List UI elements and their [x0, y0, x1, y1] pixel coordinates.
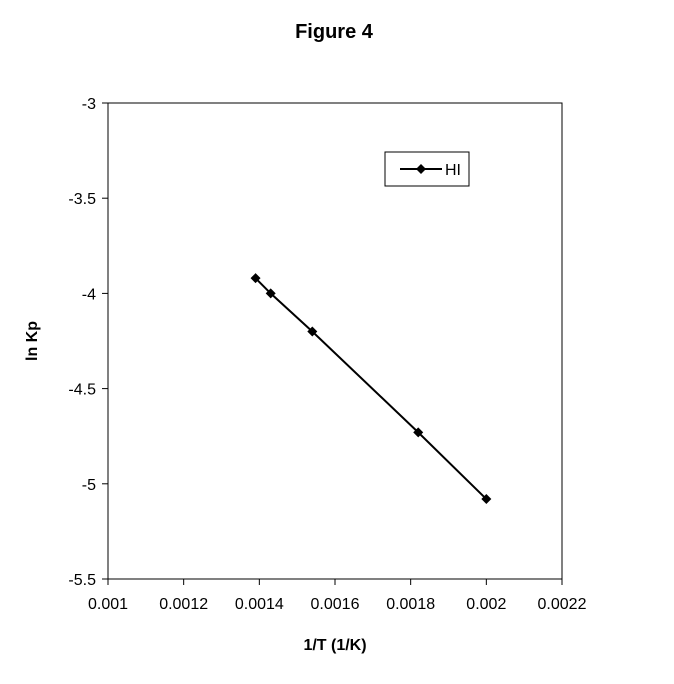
legend: HI — [384, 151, 470, 187]
legend-diamond-icon — [416, 164, 426, 174]
chart-title: Figure 4 — [295, 21, 374, 43]
y-tick-label: -5 — [82, 477, 96, 494]
data-point-diamond — [481, 494, 492, 505]
x-tick-label: 0.0014 — [235, 596, 284, 613]
y-tick-label: -4.5 — [68, 382, 96, 399]
plot-area — [107, 102, 563, 580]
series-layer — [250, 273, 492, 505]
y-axis-ticks: -3 -3.5 -4 -4.5 -5 -5.5 — [68, 96, 108, 589]
y-axis-label: ln Kp — [24, 321, 41, 361]
data-point-diamond — [413, 427, 424, 438]
x-axis-ticks: 0.001 0.0012 0.0014 0.0016 0.0018 0.002 0.0022 — [88, 579, 587, 613]
y-tick-label: -4 — [82, 286, 96, 303]
x-tick-label: 0.0022 — [538, 596, 587, 613]
x-tick-label: 0.0018 — [386, 596, 435, 613]
data-point-diamond — [265, 288, 276, 299]
legend-label: HI — [445, 162, 461, 179]
y-tick-label: -3 — [82, 96, 96, 113]
y-tick-label: -5.5 — [68, 572, 96, 589]
x-tick-label: 0.001 — [88, 596, 128, 613]
x-axis-label: 1/T (1/K) — [303, 637, 366, 654]
x-tick-label: 0.002 — [466, 596, 506, 613]
x-tick-label: 0.0012 — [159, 596, 208, 613]
x-tick-label: 0.0016 — [311, 596, 360, 613]
data-point-diamond — [250, 273, 261, 284]
data-point-diamond — [307, 326, 318, 337]
y-tick-label: -3.5 — [68, 191, 96, 208]
